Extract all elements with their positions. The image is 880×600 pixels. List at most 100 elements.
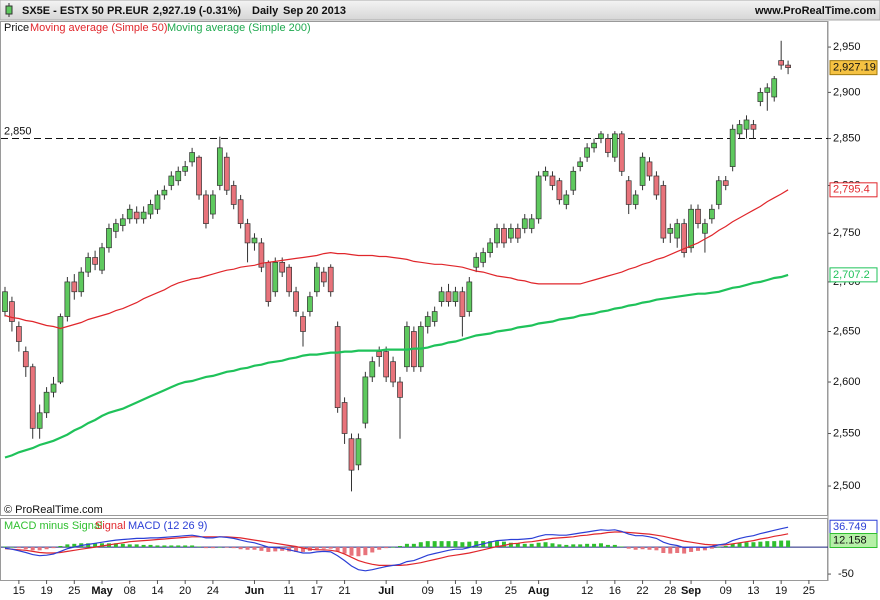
y-tick-label: 2,750	[833, 227, 861, 239]
candle-body	[549, 175, 556, 186]
candle-body	[424, 316, 431, 327]
candle-body	[251, 237, 258, 244]
candle-body	[438, 291, 445, 302]
histogram-bar	[252, 547, 257, 550]
histogram-bar	[356, 547, 361, 557]
x-tick-label: 09	[422, 585, 434, 597]
histogram-bar	[689, 547, 694, 552]
histogram-bar	[384, 547, 389, 549]
histogram-bar	[273, 547, 278, 552]
value-label: 2,707.2	[833, 269, 870, 281]
candle-body	[653, 175, 660, 196]
x-tick-label: 21	[338, 585, 350, 597]
histogram-bar	[37, 547, 42, 551]
candle-body	[237, 199, 244, 224]
x-tick-label: 17	[311, 585, 323, 597]
histogram-bar	[155, 545, 160, 548]
histogram-bar	[9, 547, 14, 548]
histogram-bar	[58, 545, 63, 548]
candle-body	[196, 156, 202, 196]
macd-legend: MACD (12 26 9)	[128, 520, 207, 532]
x-tick-label: 14	[151, 585, 163, 597]
histogram-bar	[391, 547, 396, 548]
histogram-bar	[3, 546, 7, 548]
candle-body	[681, 223, 687, 253]
candle-body	[92, 257, 98, 265]
histogram-bar	[190, 545, 195, 548]
macd-legend: Signal	[95, 520, 126, 532]
histogram-bar	[280, 547, 285, 551]
histogram-bar	[266, 547, 271, 552]
histogram-bar	[224, 547, 229, 548]
x-tick-label: 12	[581, 585, 593, 597]
moving-average	[4, 273, 789, 459]
x-tick-label: 19	[775, 585, 787, 597]
histogram-bar	[231, 547, 236, 549]
candle-body	[334, 326, 341, 408]
histogram-bar	[585, 543, 590, 548]
histogram-bar	[342, 547, 347, 554]
histogram-bar	[779, 540, 784, 548]
x-tick-label: 25	[68, 585, 80, 597]
histogram-bar	[127, 544, 132, 548]
candle-body	[778, 60, 785, 66]
symbol: SX5E - ESTX 50 PR.EUR	[22, 5, 149, 17]
candle-body	[113, 223, 119, 232]
histogram-bar	[432, 541, 437, 548]
candle-body	[660, 185, 667, 239]
candle-body	[397, 381, 403, 398]
x-tick-label: 08	[124, 585, 136, 597]
x-tick-label: 25	[505, 585, 517, 597]
histogram-bar	[661, 547, 666, 554]
histogram-bar	[100, 543, 105, 548]
histogram-bar	[321, 547, 326, 549]
x-tick-label: Aug	[528, 585, 549, 597]
histogram-bar	[751, 542, 756, 548]
candle-body	[300, 316, 306, 332]
candle-body	[2, 291, 8, 312]
header-icon	[5, 3, 13, 17]
x-tick-label: May	[91, 585, 113, 597]
candle-body	[50, 383, 57, 393]
histogram-bar	[696, 547, 700, 551]
histogram-bar	[557, 544, 562, 548]
histogram-bar	[640, 547, 645, 550]
candle-body	[646, 161, 653, 177]
histogram-bar	[571, 544, 576, 548]
histogram-bar	[23, 547, 28, 550]
histogram-bar	[529, 543, 534, 548]
histogram-bar	[238, 547, 243, 550]
histogram-bar	[148, 544, 153, 548]
candle-body	[9, 301, 15, 322]
x-tick-label: 16	[609, 585, 621, 597]
histogram-bar	[134, 544, 139, 548]
candle-body	[528, 218, 535, 229]
candle-body	[632, 194, 639, 205]
candle-body	[383, 351, 389, 378]
histogram-bar	[702, 547, 707, 551]
histogram-bar	[758, 541, 763, 548]
x-tick-label: 09	[720, 585, 732, 597]
candle-body	[618, 133, 625, 172]
candle-body	[244, 223, 251, 244]
histogram-bar	[515, 543, 520, 548]
level-label: 2,850	[4, 125, 32, 137]
histogram-bar	[300, 547, 305, 552]
candle-body	[78, 271, 85, 293]
x-tick-label: Sep	[681, 585, 701, 597]
macd-legend: MACD minus Signal	[4, 520, 102, 532]
candle-body	[611, 133, 618, 158]
x-tick-label: 25	[803, 585, 815, 597]
candle-body	[431, 311, 438, 322]
candle-body	[743, 119, 750, 130]
candle-body	[57, 316, 64, 383]
candle-body	[99, 247, 105, 271]
candle-body	[64, 281, 71, 317]
candle-body	[106, 228, 112, 249]
histogram-bar	[294, 547, 299, 552]
histogram-bar	[495, 541, 500, 548]
histogram-bar	[536, 542, 541, 548]
histogram-bar	[176, 545, 181, 548]
candle-body	[210, 194, 216, 215]
candle-body	[203, 194, 209, 224]
